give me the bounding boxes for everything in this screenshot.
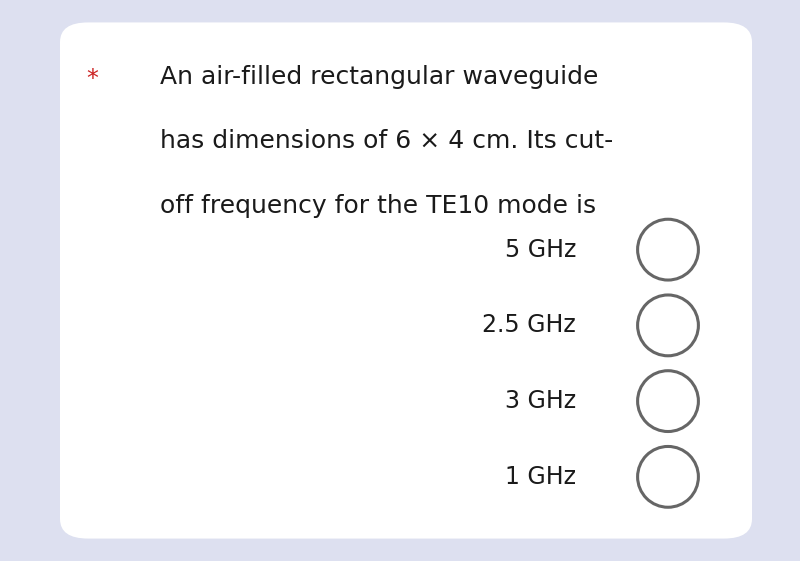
Text: An air-filled rectangular waveguide: An air-filled rectangular waveguide bbox=[160, 65, 598, 89]
Text: 3 GHz: 3 GHz bbox=[505, 389, 576, 413]
Text: off frequency for the TE10 mode is: off frequency for the TE10 mode is bbox=[160, 194, 596, 218]
FancyBboxPatch shape bbox=[60, 22, 752, 539]
Ellipse shape bbox=[638, 447, 698, 507]
Ellipse shape bbox=[638, 371, 698, 431]
Text: has dimensions of 6 × 4 cm. Its cut-: has dimensions of 6 × 4 cm. Its cut- bbox=[160, 129, 614, 153]
Text: *: * bbox=[86, 67, 98, 91]
Text: 5 GHz: 5 GHz bbox=[505, 238, 576, 261]
Ellipse shape bbox=[638, 295, 698, 356]
Text: 1 GHz: 1 GHz bbox=[505, 465, 576, 489]
Text: 2.5 GHz: 2.5 GHz bbox=[482, 314, 576, 337]
Ellipse shape bbox=[638, 219, 698, 280]
